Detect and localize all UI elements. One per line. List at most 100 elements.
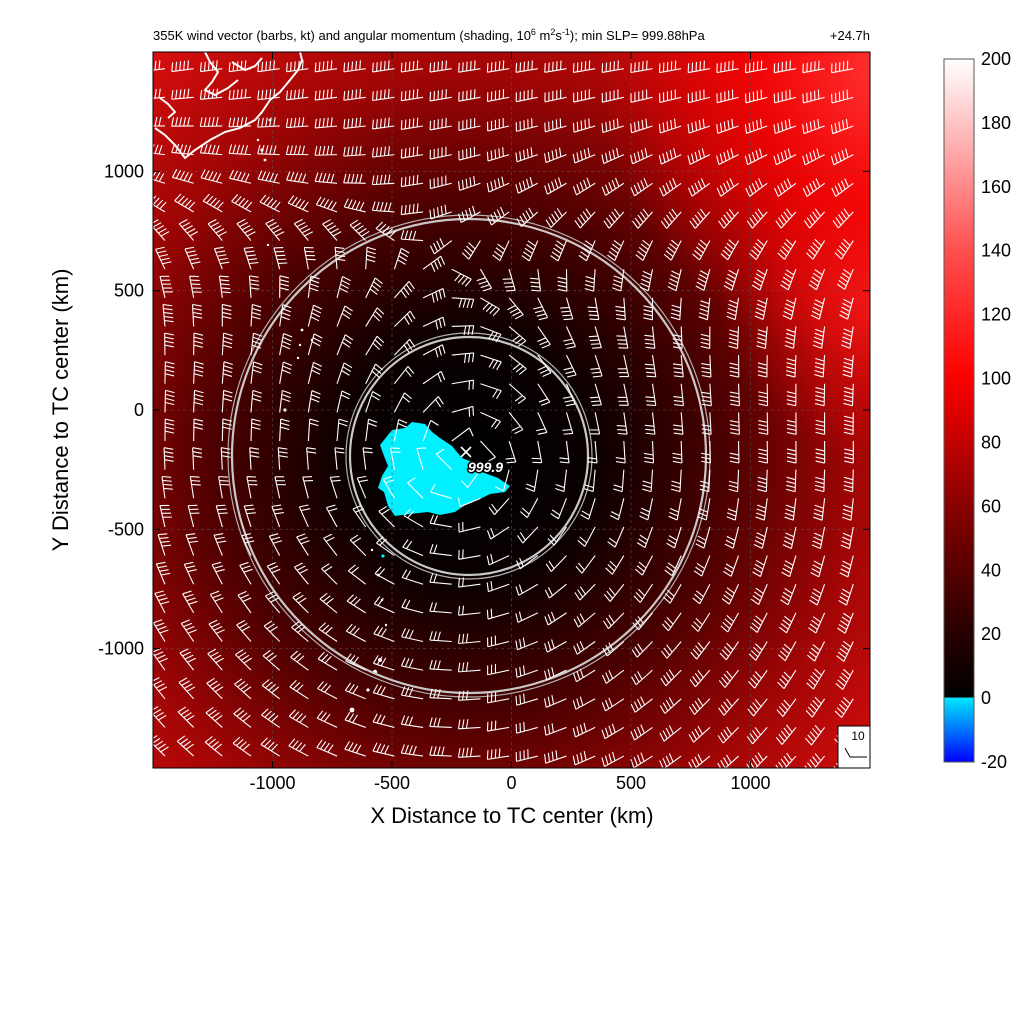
wind-barb-601: [171, 60, 194, 73]
wind-barb-572: [773, 118, 797, 135]
wind-barb-415: [587, 297, 600, 321]
colorbar-label-10: 180: [981, 113, 1011, 133]
wind-barb-283: [393, 418, 408, 442]
wind-barb-105: [291, 621, 309, 642]
wind-barb-133: [373, 596, 395, 614]
wind-barb-284: [422, 419, 439, 442]
wind-barb-624: [831, 60, 854, 74]
colorbar-label-6: 100: [981, 369, 1011, 389]
wind-barb-570: [716, 118, 739, 134]
wind-barb-30: [288, 709, 309, 728]
wind-barb-341: [617, 383, 629, 406]
wind-barb-196: [752, 555, 768, 577]
wind-barb-464: [550, 240, 567, 262]
min-slp-label: 999.9: [468, 459, 503, 475]
wind-barb-280: [307, 418, 319, 442]
wind-barb-273: [814, 469, 826, 493]
wind-barb-543: [658, 148, 682, 165]
wind-barb-293: [672, 441, 683, 464]
x-tick-label-3: 500: [616, 773, 646, 793]
wind-barb-499: [832, 208, 854, 229]
wind-barb-530: [285, 145, 309, 156]
wind-barb-333: [393, 366, 415, 385]
wind-barb-85: [429, 659, 452, 671]
wind-barb-307: [365, 391, 381, 413]
wind-barb-57: [344, 682, 366, 700]
wind-barb-477: [202, 193, 224, 213]
colorbar-label-3: 40: [981, 560, 1001, 580]
wind-barb-64: [544, 695, 567, 708]
wind-barb-116: [602, 641, 625, 657]
wind-barb-391: [616, 326, 629, 349]
wind-barb-199: [839, 555, 854, 578]
wind-barb-509: [400, 174, 424, 188]
wind-barb-315: [589, 412, 601, 435]
wind-barb-614: [544, 60, 567, 73]
colorbar: -20 0 20 40 60 80 100 120 140 160 180 200: [943, 49, 1011, 772]
wind-barb-149: [837, 612, 854, 634]
wind-barb-604: [257, 60, 280, 73]
wind-barb-547: [773, 148, 797, 166]
wind-barb-180: [296, 533, 310, 556]
wind-barb-70: [718, 698, 739, 716]
wind-barb-350: [164, 332, 174, 356]
wind-barb-344: [701, 383, 712, 407]
wind-barb-253: [249, 447, 260, 470]
wind-barb-338: [537, 383, 551, 406]
wind-barb-423: [810, 297, 826, 320]
wind-barb-203: [243, 504, 256, 528]
wind-barb-562: [487, 118, 510, 132]
wind-barb-166: [603, 583, 625, 602]
wind-barb-10: [429, 746, 452, 757]
wind-barb-212: [486, 526, 510, 540]
wind-barb-220: [724, 526, 740, 549]
wind-barb-398: [812, 326, 826, 349]
wind-barb-506: [314, 172, 338, 184]
wind-barb-19: [688, 753, 711, 768]
wind-barb-337: [508, 383, 526, 405]
wind-barb-615: [572, 60, 596, 73]
wind-barb-380: [307, 304, 323, 327]
wind-barb-490: [574, 208, 596, 229]
wind-barb-301: [193, 389, 204, 413]
wind-barb-165: [574, 583, 596, 601]
y-tick-label-2: 0: [134, 400, 144, 420]
wind-barb-286: [480, 440, 496, 463]
wind-barb-505: [286, 171, 309, 184]
wind-barb-275: [164, 418, 175, 442]
wind-barb-77: [207, 648, 225, 671]
wind-barb-399: [841, 326, 854, 349]
wind-barb-528: [228, 144, 252, 156]
wind-barb-156: [321, 563, 338, 585]
wind-barb-243: [668, 498, 682, 521]
wind-barb-325: [164, 361, 175, 384]
wind-barb-554: [257, 117, 280, 128]
wind-barb-553: [228, 117, 252, 128]
wind-barb-223: [811, 526, 826, 550]
wind-barb-385: [451, 325, 475, 336]
wind-barb-413: [533, 297, 549, 321]
wind-barb-575: [153, 88, 165, 99]
wind-barb-531: [314, 145, 338, 156]
x-tick-label-4: 1000: [730, 773, 770, 793]
reference-barb: 10: [837, 725, 870, 768]
wind-barb-512: [486, 176, 510, 193]
wind-barb-518: [659, 178, 682, 197]
wind-barb-390: [588, 326, 602, 349]
wind-barb-538: [515, 147, 538, 163]
wind-barb-198: [810, 555, 826, 578]
wind-barb-456: [322, 219, 342, 241]
ring-500km-outer: [345, 332, 593, 580]
wind-barb-192: [634, 555, 653, 576]
wind-barb-334: [422, 370, 446, 385]
wind-barb-54: [261, 679, 281, 700]
wind-barb-202: [215, 504, 228, 528]
wind-barb-128: [237, 590, 252, 614]
wind-barb-185: [429, 544, 452, 557]
wind-barb-501: [171, 168, 194, 184]
wind-barb-106: [318, 622, 338, 642]
y-axis: -1000 -500 0 500 1000: [98, 161, 870, 659]
wind-barb-353: [250, 332, 263, 356]
wind-barb-345: [729, 383, 740, 407]
wind-barb-31: [316, 710, 338, 728]
